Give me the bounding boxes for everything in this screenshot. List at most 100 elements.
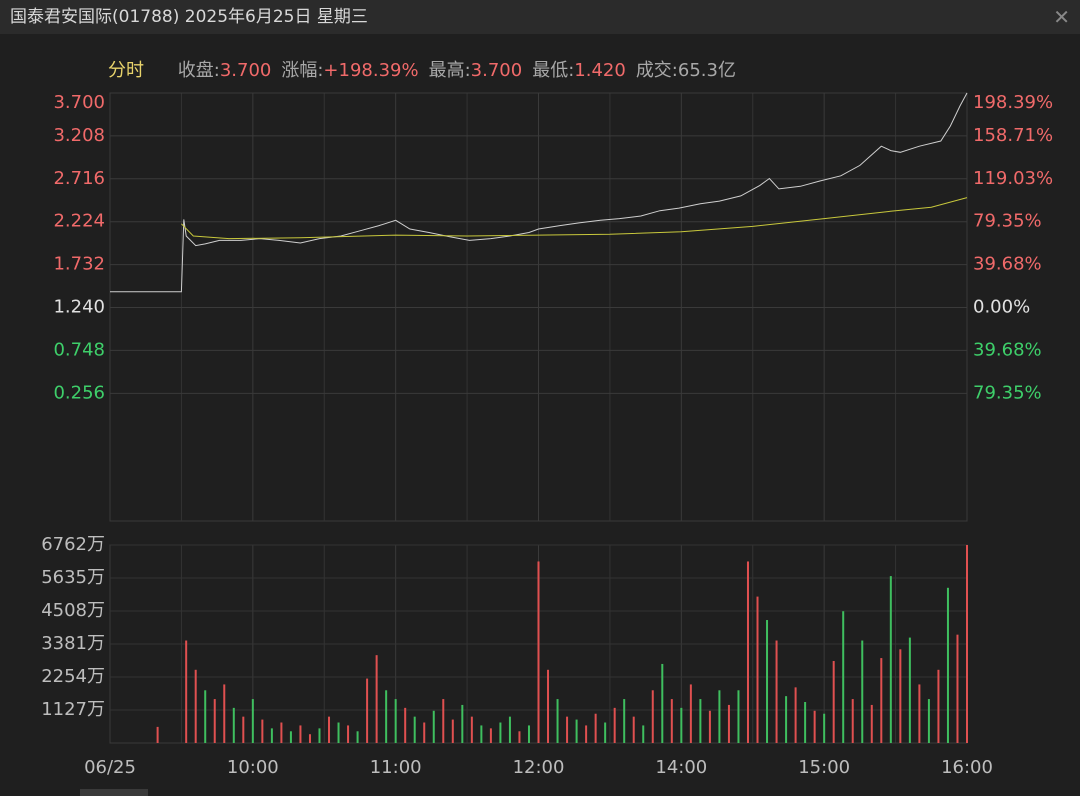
stat-label: 最高: (428, 60, 471, 81)
volume-bar (451, 719, 454, 743)
stat-value: +198.39% (323, 60, 419, 81)
volume-bar (280, 722, 283, 743)
x-tick-label: 10:00 (227, 757, 279, 778)
volume-bar (613, 707, 616, 743)
y-tick-label: 2.716 (53, 168, 105, 189)
y2-tick-label: 119.03% (973, 168, 1053, 189)
volume-bar (566, 716, 569, 743)
volume-bar (223, 684, 226, 743)
title: 国泰君安国际(01788) 2025年6月25日 星期三 (10, 7, 368, 27)
volume-bar (842, 611, 845, 743)
volume-bar (889, 576, 892, 743)
header: 国泰君安国际(01788) 2025年6月25日 星期三 ✕ (0, 0, 1080, 34)
volume-bar (527, 725, 530, 743)
mode-tab[interactable]: 分时 (108, 60, 144, 81)
volume-bar (270, 728, 273, 743)
scroll-handle[interactable] (80, 789, 148, 796)
y-tick-label: 3.700 (53, 92, 105, 113)
volume-bar (908, 637, 911, 743)
stat-label: 成交: (635, 60, 678, 81)
volume-bar (518, 731, 521, 743)
volume-bar (956, 634, 959, 743)
volume-bar (927, 699, 930, 743)
volume-bar (385, 690, 388, 743)
volume-bar (470, 716, 473, 743)
volume-bar (937, 669, 940, 743)
volume-bar (718, 690, 721, 743)
volume-bar (204, 690, 207, 743)
volume-bar (585, 725, 588, 743)
volume-bar (737, 690, 740, 743)
volume-bar (623, 699, 626, 743)
volume-bar (642, 725, 645, 743)
y-tick-label: 6762万 (41, 534, 105, 555)
volume-bar (708, 710, 711, 743)
close-button[interactable]: ✕ (1053, 5, 1070, 29)
volume-bar (804, 702, 807, 743)
volume-bar (375, 655, 378, 743)
y-tick-label: 2.224 (53, 211, 105, 232)
x-tick-label: 15:00 (798, 757, 850, 778)
y2-tick-label: 39.68% (973, 339, 1042, 360)
volume-bar (861, 640, 864, 743)
y-tick-label: 3381万 (41, 633, 105, 654)
x-tick-label: 14:00 (655, 757, 707, 778)
volume-bar (832, 661, 835, 743)
y2-tick-label: 198.39% (973, 92, 1053, 113)
y-tick-label: 2254万 (41, 666, 105, 687)
stat-value: 1.420 (574, 60, 626, 81)
stat-value: 65.3亿 (677, 60, 736, 81)
volume-bar (794, 687, 797, 743)
volume-bar (823, 713, 826, 743)
volume-bar (366, 678, 369, 743)
volume-bar (337, 722, 340, 743)
volume-bar (394, 699, 397, 743)
volume-bar (508, 716, 511, 743)
x-tick-label: 11:00 (370, 757, 422, 778)
y2-tick-label: 79.35% (973, 211, 1042, 232)
y-tick-label: 3.208 (53, 125, 105, 146)
volume-bar (727, 704, 730, 743)
y-tick-label: 5635万 (41, 567, 105, 588)
volume-bar (537, 561, 540, 743)
y-tick-label: 0.748 (53, 339, 105, 360)
volume-bar (328, 716, 331, 743)
volume-bar (680, 707, 683, 743)
stat-label: 收盘: (177, 60, 220, 81)
stat-label: 涨幅: (281, 60, 324, 81)
volume-bar (766, 620, 769, 743)
stat-label: 最低: (532, 60, 575, 81)
volume-bar (575, 719, 578, 743)
y2-tick-label: 79.35% (973, 382, 1042, 403)
volume-bar (242, 716, 245, 743)
volume-bar (651, 690, 654, 743)
volume-bar (699, 699, 702, 743)
volume-bar (461, 704, 464, 743)
volume-bar (213, 699, 216, 743)
volume-bar (404, 707, 407, 743)
x-tick-label: 06/25 (84, 757, 136, 778)
volume-bar (746, 561, 749, 743)
volume-bar (870, 704, 873, 743)
volume-bar (232, 707, 235, 743)
volume-bar (308, 734, 311, 743)
y-tick-label: 1.732 (53, 254, 105, 275)
volume-bar (347, 725, 350, 743)
y-tick-label: 1127万 (41, 699, 105, 720)
volume-bar (689, 684, 692, 743)
volume-bar (670, 699, 673, 743)
volume-bar (813, 710, 816, 743)
volume-bar (851, 699, 854, 743)
stats-bar: 分时 收盘:3.700 涨幅:+198.39% 最高:3.700 最低:1.420 成交… (108, 56, 736, 82)
volume-bar (775, 640, 778, 743)
volume-bar (251, 699, 254, 743)
y2-tick-label: 0.00% (973, 297, 1030, 318)
y2-tick-label: 158.71% (973, 125, 1053, 146)
volume-bar (480, 725, 483, 743)
x-tick-label: 12:00 (513, 757, 565, 778)
volume-bar (261, 719, 264, 743)
volume-bar (299, 725, 302, 743)
volume-bar (594, 713, 597, 743)
